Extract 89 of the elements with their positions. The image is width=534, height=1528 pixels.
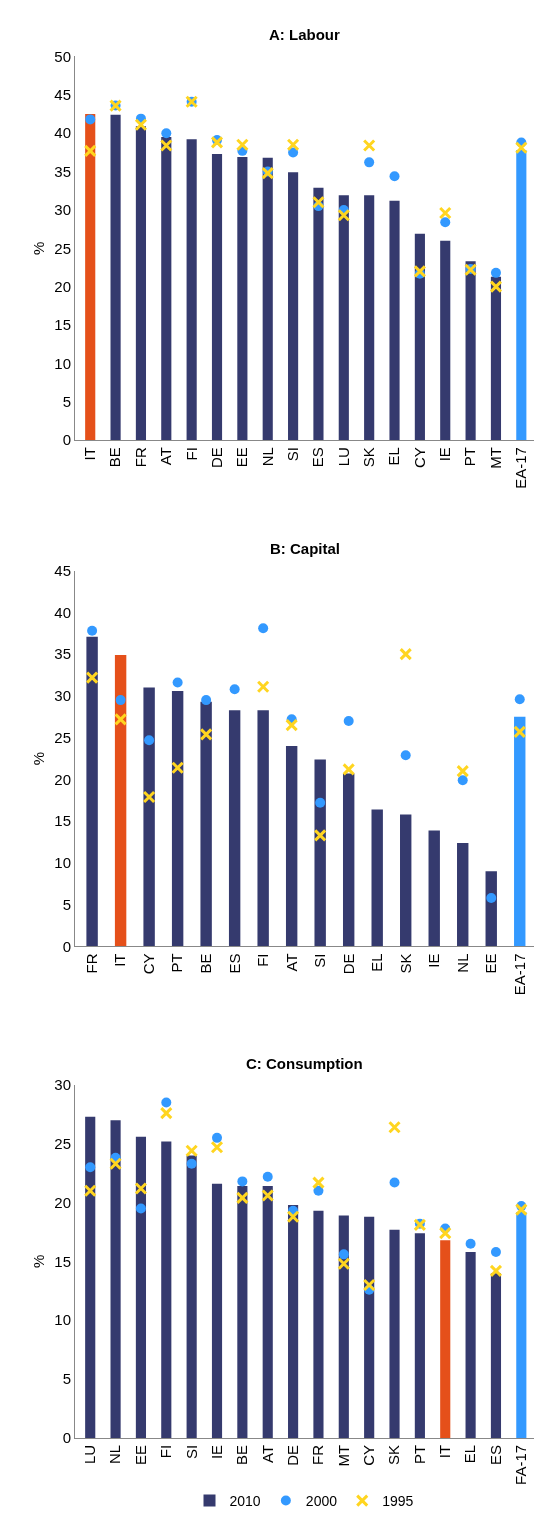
x-tick-label: BE	[106, 447, 124, 468]
x-tick-label: EE	[233, 447, 251, 468]
y-tick-label: 0	[62, 937, 71, 955]
x-tick-label: LU	[81, 1444, 99, 1465]
x-tick-label: IT	[436, 1444, 454, 1459]
x-tick-label: CY	[410, 447, 428, 468]
x-tick-label: IT	[111, 953, 129, 967]
y-tick-label: 25	[54, 1134, 71, 1152]
x-tick-label: PT	[461, 447, 479, 467]
x-tick-label: AT	[157, 447, 175, 466]
y-tick-label: 10	[54, 854, 71, 872]
x-tick-label: BE	[233, 1444, 251, 1465]
y-axis-title: %	[29, 241, 47, 255]
x-tick-label: AT	[282, 953, 300, 972]
x-tick-label: EA-17	[512, 447, 530, 489]
x-tick-label: DE	[207, 447, 225, 468]
x-tick-label: CY	[360, 1444, 378, 1466]
y-tick-label: 15	[54, 316, 71, 334]
y-tick-label: 5	[62, 895, 71, 913]
y-tick-label: 0	[62, 431, 71, 449]
x-tick-label: NL	[453, 953, 471, 973]
x-tick-label: FR	[131, 446, 149, 468]
x-tick-label: IE	[436, 447, 454, 462]
x-tick-label: EE	[482, 953, 500, 974]
x-tick-label: FA-17	[512, 1444, 530, 1485]
x-tick-label: FR	[309, 1444, 327, 1465]
x-tick-label: SK	[396, 953, 414, 974]
y-tick-label: 40	[54, 603, 71, 621]
x-tick-label: DE	[339, 953, 357, 975]
y-tick-label: 45	[54, 86, 71, 104]
y-axis-title: %	[29, 1254, 47, 1269]
x-tick-label: ES	[309, 447, 327, 468]
y-tick-label: 40	[54, 124, 71, 142]
x-tick-label: SK	[360, 447, 378, 468]
x-tick-label: IT	[81, 447, 99, 461]
y-tick-label: 15	[54, 812, 71, 830]
legend-label: 1995	[382, 1493, 414, 1510]
y-tick-label: 20	[54, 770, 71, 788]
chart-title: B: Capital	[270, 540, 341, 557]
y-tick-label: 10	[54, 354, 71, 372]
y-tick-label: 20	[54, 1193, 71, 1211]
x-tick-label: NL	[106, 1444, 124, 1465]
x-tick-label: FR	[82, 953, 100, 974]
x-tick-label: MT	[486, 447, 504, 469]
x-tick-label: DE	[283, 1444, 301, 1466]
x-tick-label: NL	[258, 447, 276, 467]
chart-title: C: Consumption	[246, 1055, 363, 1072]
x-tick-label: PT	[410, 1444, 428, 1465]
x-tick-label: EL	[368, 953, 386, 972]
y-tick-label: 5	[62, 1370, 71, 1388]
x-tick-label: EA-17	[510, 953, 528, 996]
x-tick-label: FI	[254, 953, 272, 967]
y-tick-label: 35	[54, 162, 71, 180]
y-tick-label: 5	[62, 393, 71, 411]
y-tick-label: 25	[54, 728, 71, 746]
x-tick-label: SK	[385, 1444, 403, 1465]
y-tick-label: 25	[54, 239, 71, 257]
x-tick-label: EL	[461, 1444, 479, 1464]
x-tick-label: PT	[168, 953, 186, 973]
y-tick-label: 30	[54, 1076, 71, 1094]
x-tick-label: IE	[425, 953, 443, 968]
x-tick-label: MT	[334, 1444, 352, 1467]
x-tick-label: FI	[157, 1444, 175, 1459]
x-tick-label: ES	[486, 1444, 504, 1465]
y-tick-label: 50	[54, 47, 71, 65]
chart-title: A: Labour	[269, 26, 340, 43]
y-tick-label: 15	[54, 1252, 71, 1270]
x-tick-label: SI	[311, 953, 329, 968]
x-tick-label: CY	[139, 953, 157, 975]
x-tick-label: FI	[182, 447, 200, 461]
x-tick-label: LU	[334, 447, 352, 467]
x-tick-label: SI	[182, 1444, 200, 1460]
x-tick-label: AT	[258, 1444, 276, 1463]
y-tick-label: 35	[54, 645, 71, 663]
legend-label: 2010	[229, 1493, 261, 1510]
x-tick-label: BE	[197, 953, 215, 974]
y-tick-label: 10	[54, 1311, 71, 1329]
x-tick-label: ES	[225, 953, 243, 974]
x-tick-label: EL	[385, 447, 403, 466]
y-tick-label: 20	[54, 277, 71, 295]
legend-label: 2000	[305, 1493, 338, 1510]
x-tick-label: SI	[283, 447, 301, 462]
y-tick-label: 45	[54, 561, 71, 579]
y-tick-label: 0	[62, 1429, 71, 1447]
x-tick-label: EE	[131, 1444, 149, 1465]
y-axis-title: %	[29, 751, 47, 766]
y-tick-label: 30	[54, 687, 71, 705]
x-tick-label: IE	[207, 1444, 225, 1460]
y-tick-label: 30	[54, 201, 71, 219]
